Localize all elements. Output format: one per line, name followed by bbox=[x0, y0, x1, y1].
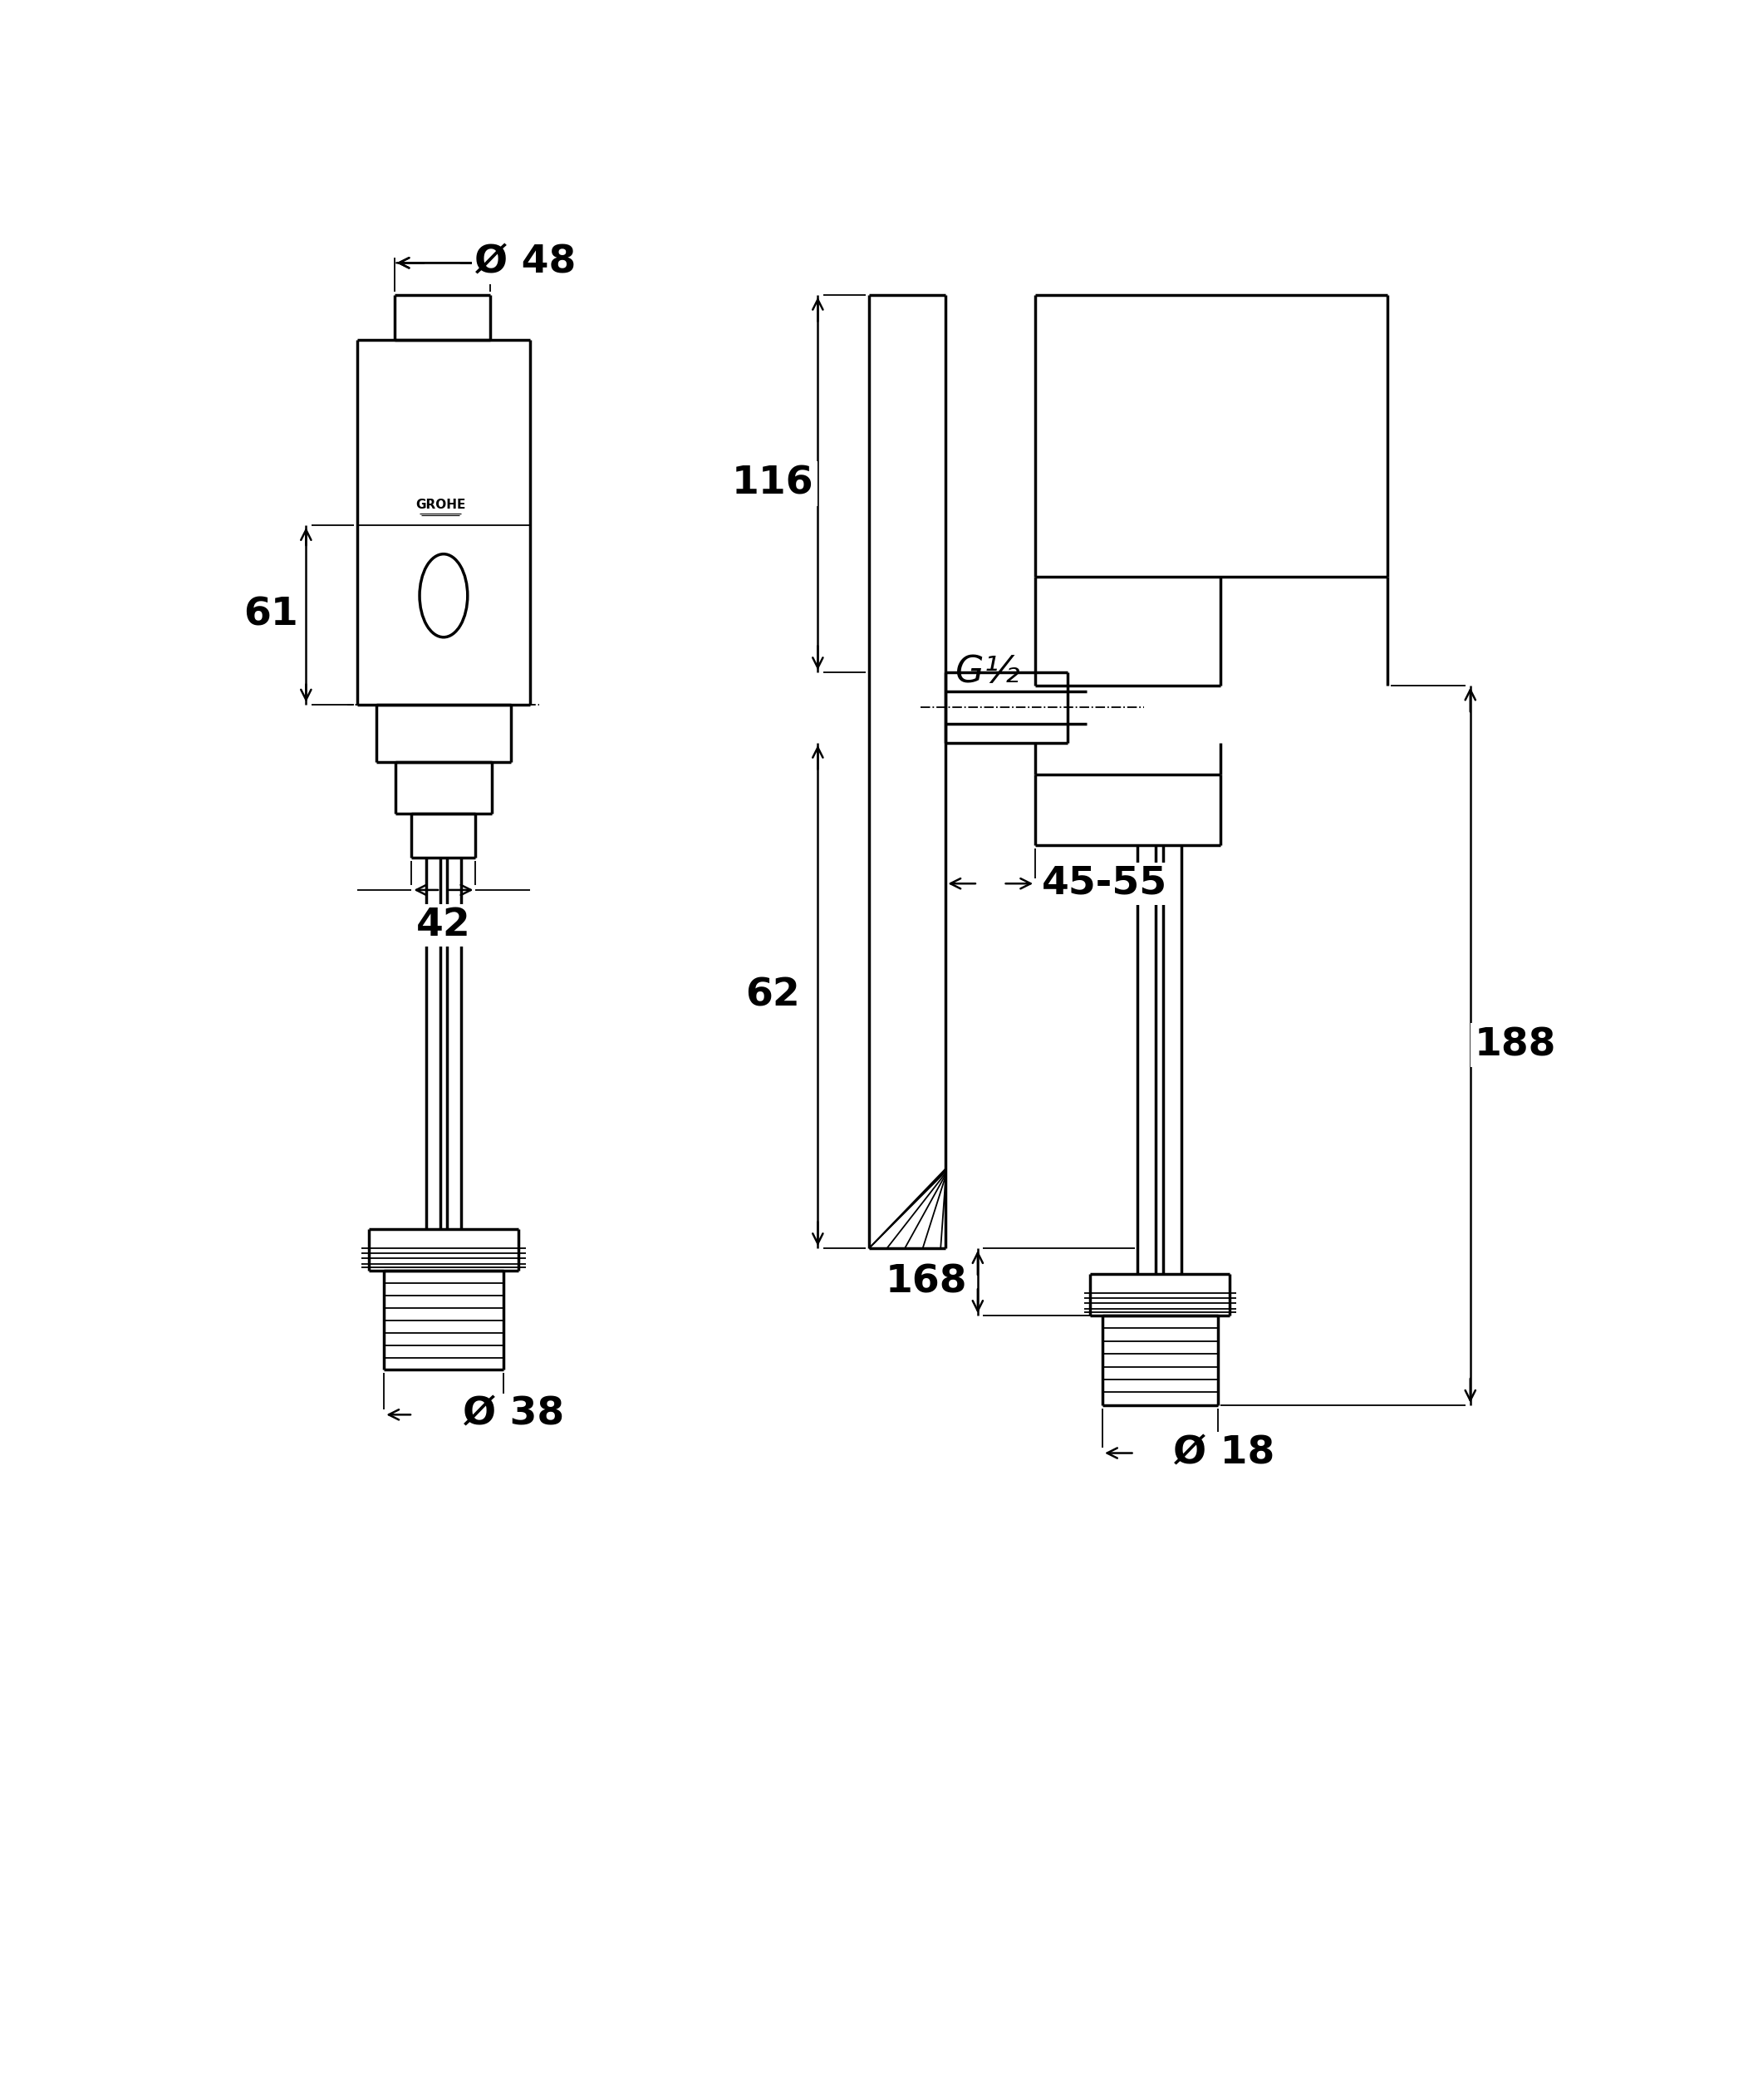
Text: 188: 188 bbox=[1474, 1027, 1556, 1065]
Text: 62: 62 bbox=[746, 976, 801, 1014]
Text: Ø 48: Ø 48 bbox=[474, 244, 575, 281]
Text: 168: 168 bbox=[886, 1264, 967, 1300]
Text: 61: 61 bbox=[243, 596, 299, 634]
Text: GROHE: GROHE bbox=[416, 498, 465, 510]
Text: Ø 18: Ø 18 bbox=[1173, 1434, 1274, 1472]
Text: 42: 42 bbox=[416, 907, 470, 943]
Text: G¹⁄₂: G¹⁄₂ bbox=[956, 653, 1019, 689]
Text: Ø 38: Ø 38 bbox=[463, 1396, 565, 1434]
Text: 116: 116 bbox=[732, 464, 815, 502]
Text: 45-55: 45-55 bbox=[1042, 865, 1168, 903]
